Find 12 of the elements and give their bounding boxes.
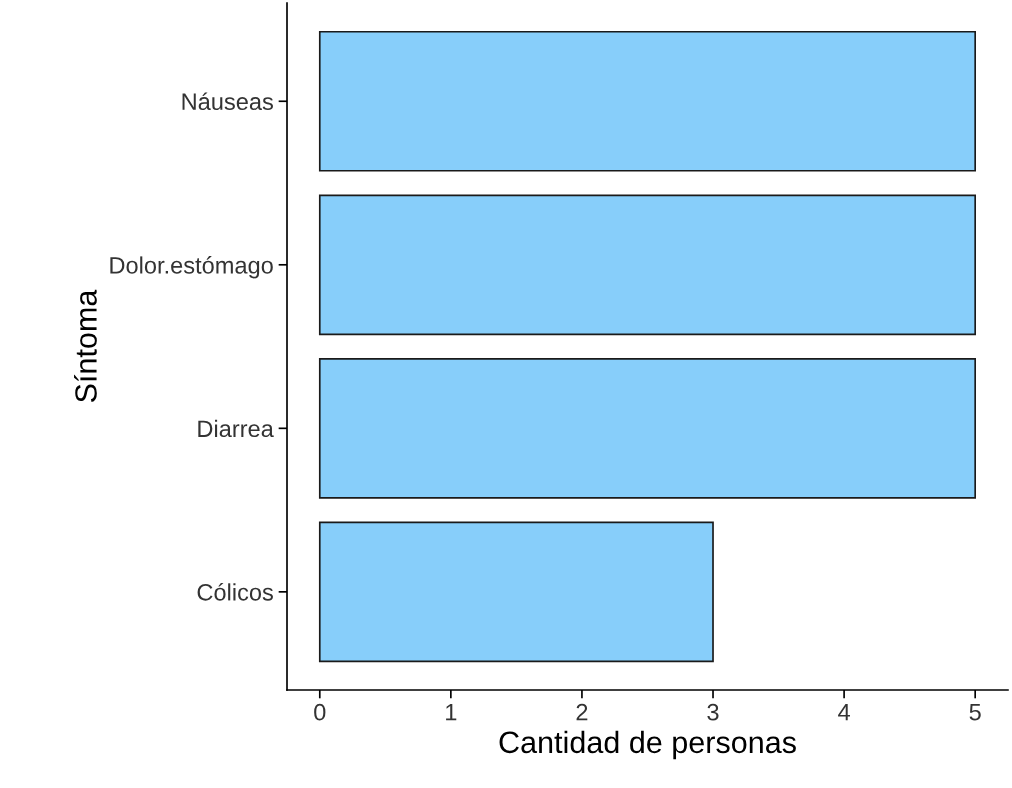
y-tick-label: Náuseas (182, 92, 273, 111)
y-tick-label: Dolor.estómago (110, 256, 273, 279)
x-tick-label: 4 (838, 704, 850, 721)
x-tick-label: 1 (446, 704, 457, 721)
x-tick-label: 5 (969, 704, 981, 721)
x-tick-label: 3 (707, 703, 719, 721)
y-tick-label: Diarrea (198, 419, 274, 438)
x-tick-label: 2 (576, 703, 588, 721)
x-axis-title: Cantidad de personas (499, 730, 796, 760)
y-axis-title: Síntoma (74, 289, 97, 403)
x-tick-label: 0 (314, 703, 326, 721)
y-tick-label: Cólicos (197, 583, 273, 601)
